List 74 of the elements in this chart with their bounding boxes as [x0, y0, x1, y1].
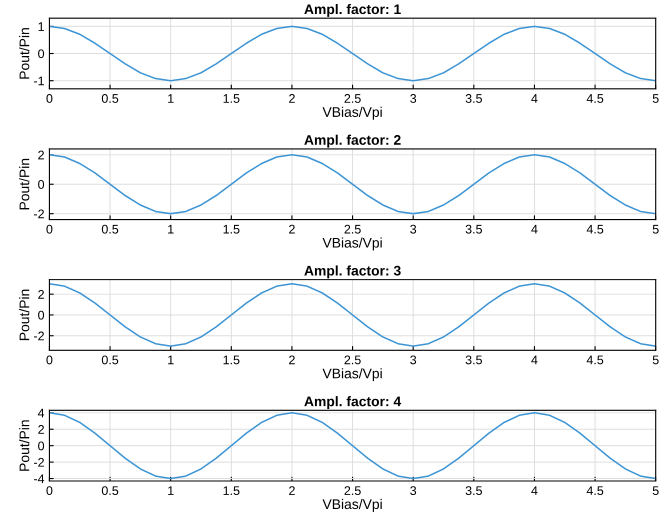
x-tick-label: 2: [289, 355, 295, 364]
line-series: [49, 412, 656, 480]
x-tick-label: 1: [168, 94, 174, 103]
chart-title: Ampl. factor: 1: [304, 4, 401, 17]
y-tick-label: 4: [38, 408, 44, 418]
x-tick-label: 0: [46, 224, 52, 234]
chart-title: Ampl. factor: 2: [304, 134, 401, 148]
x-tick-label: 2.5: [344, 355, 361, 364]
x-axis-title: VBias/Vpi: [322, 106, 382, 120]
x-tick-label: 1.5: [224, 356, 240, 364]
x-tick-label: 4.5: [586, 224, 604, 234]
x-tick-label: 2: [289, 94, 295, 103]
x-tick-label: 5: [652, 486, 659, 496]
x-tick-label: 0.5: [102, 355, 118, 364]
y-tick-label: -4: [34, 474, 44, 484]
x-tick-label: 4: [531, 486, 538, 495]
y-axis-title: Pout/Pin: [19, 28, 30, 79]
x-tick-label: 1.5: [224, 224, 240, 234]
x-axis-title: VBias/Vpi: [322, 368, 382, 382]
y-tick-label: 2: [38, 290, 44, 299]
y-tick-label: -2: [34, 332, 44, 340]
x-tick-label: 0.5: [102, 224, 118, 234]
x-tick-label: 2.5: [344, 94, 361, 103]
x-tick-label: 2: [289, 224, 295, 234]
x-tick-label: 4: [531, 356, 538, 364]
x-tick-label: 2.5: [344, 486, 361, 496]
x-tick-label: 4: [531, 94, 538, 103]
line-series: [49, 283, 656, 347]
x-tick-label: 0.5: [102, 486, 118, 496]
x-tick-label: 1: [168, 486, 174, 495]
chart-title: Ampl. factor: 4: [304, 396, 402, 410]
y-tick-label: 0: [38, 180, 44, 189]
y-tick-label: 2: [38, 150, 44, 160]
x-tick-label: 0: [46, 94, 52, 103]
y-tick-label: -2: [34, 209, 44, 218]
x-tick-label: 1: [168, 224, 174, 234]
x-tick-label: 5: [652, 356, 659, 364]
x-tick-label: 4: [531, 224, 538, 234]
x-tick-label: 3: [410, 486, 416, 496]
x-tick-label: 2: [289, 486, 295, 495]
x-tick-label: 4.5: [586, 356, 604, 364]
x-axis-title: VBias/Vpi: [322, 237, 382, 250]
x-tick-label: 3.5: [466, 486, 482, 496]
y-tick-label: 2: [38, 425, 44, 434]
x-tick-label: 1.5: [224, 94, 240, 103]
y-tick-label: 0: [38, 310, 44, 320]
y-axis-title: Pout/Pin: [19, 420, 30, 471]
y-tick-label: -2: [34, 458, 44, 467]
y-axis-title: Pout/Pin: [19, 158, 30, 210]
x-tick-label: 0: [46, 486, 52, 496]
x-tick-label: 3: [410, 355, 416, 364]
y-tick-label: 1: [38, 22, 44, 31]
x-tick-label: 1: [168, 356, 174, 364]
x-tick-label: 5: [652, 224, 659, 234]
x-tick-label: 4.5: [586, 486, 604, 496]
y-axis-title: Pout/Pin: [19, 290, 30, 340]
x-tick-label: 3: [410, 224, 416, 234]
x-tick-label: 5: [652, 94, 659, 103]
y-tick-label: 0: [38, 441, 44, 450]
x-tick-label: 3.5: [466, 355, 482, 364]
x-axis-title: VBias/Vpi: [322, 498, 382, 512]
chart-title: Ampl. factor: 3: [304, 265, 401, 278]
x-tick-label: 3.5: [466, 224, 482, 234]
x-tick-label: 0.5: [102, 94, 118, 103]
x-tick-label: 3: [410, 94, 416, 103]
y-tick-label: -1: [34, 76, 44, 86]
line-series: [49, 26, 656, 82]
x-tick-label: 3.5: [466, 94, 482, 103]
x-tick-label: 4.5: [586, 94, 604, 103]
y-tick-label: 0: [38, 49, 44, 58]
x-tick-label: 0: [46, 355, 52, 364]
x-tick-label: 2.5: [344, 224, 361, 234]
line-series: [49, 154, 656, 214]
x-tick-label: 1.5: [224, 486, 240, 496]
